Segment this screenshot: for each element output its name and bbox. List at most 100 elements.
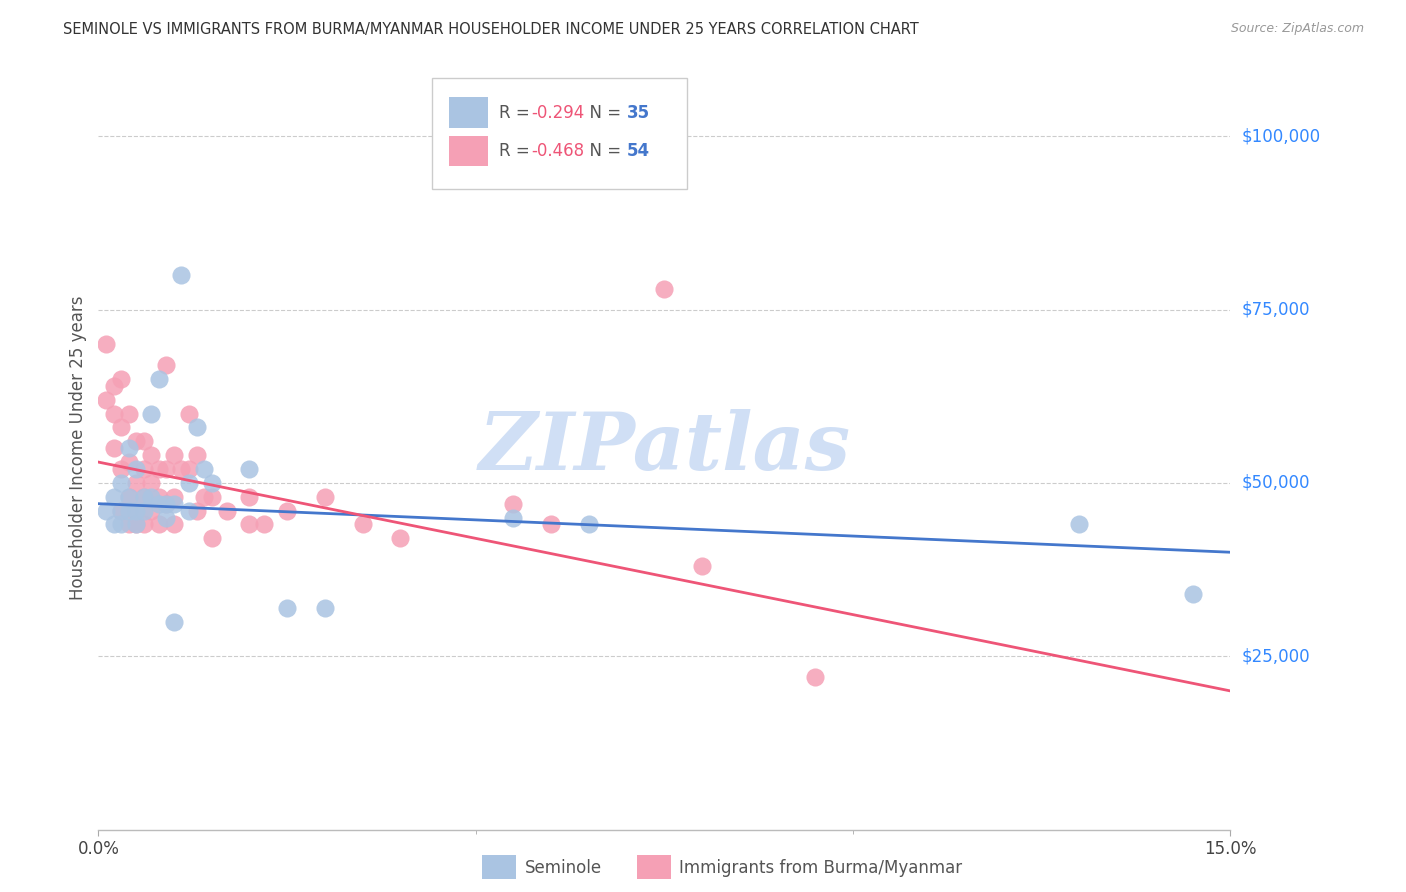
Point xyxy=(540,517,562,532)
Point xyxy=(148,490,170,504)
Point xyxy=(125,475,148,490)
Point xyxy=(132,490,155,504)
Text: 54: 54 xyxy=(627,142,650,160)
Point xyxy=(314,490,336,504)
Point xyxy=(117,503,139,517)
Point xyxy=(117,455,139,469)
Point xyxy=(155,497,177,511)
Point xyxy=(238,517,260,532)
Point xyxy=(148,372,170,386)
Text: 35: 35 xyxy=(627,103,650,121)
Point xyxy=(110,462,132,476)
Text: $25,000: $25,000 xyxy=(1241,648,1310,665)
Point xyxy=(117,517,139,532)
Point xyxy=(1069,517,1091,532)
Point xyxy=(125,462,148,476)
Point xyxy=(132,462,155,476)
Point xyxy=(155,358,177,372)
Point xyxy=(132,434,155,449)
Point xyxy=(103,407,125,421)
Text: $75,000: $75,000 xyxy=(1241,301,1310,318)
Point xyxy=(117,441,139,455)
Point xyxy=(163,490,186,504)
FancyBboxPatch shape xyxy=(482,855,516,879)
Point xyxy=(186,420,208,434)
Text: R =: R = xyxy=(499,142,536,160)
Text: $50,000: $50,000 xyxy=(1241,474,1310,491)
Point xyxy=(117,490,139,504)
Point xyxy=(110,517,132,532)
Point xyxy=(110,420,132,434)
Point xyxy=(125,434,148,449)
Point xyxy=(155,497,177,511)
Point xyxy=(94,337,117,351)
Point xyxy=(110,372,132,386)
Point xyxy=(125,503,148,517)
Point xyxy=(352,517,374,532)
Point xyxy=(110,475,132,490)
Point xyxy=(94,392,117,407)
Point xyxy=(253,517,276,532)
Text: N =: N = xyxy=(579,103,627,121)
Point xyxy=(125,517,148,532)
Point xyxy=(177,503,200,517)
FancyBboxPatch shape xyxy=(450,136,488,166)
Point xyxy=(238,490,260,504)
Point xyxy=(103,517,125,532)
FancyBboxPatch shape xyxy=(450,97,488,128)
Point xyxy=(238,462,260,476)
Point xyxy=(177,407,200,421)
Point xyxy=(141,448,163,462)
Point xyxy=(141,475,163,490)
Point xyxy=(103,490,125,504)
Point xyxy=(117,490,139,504)
Point xyxy=(186,448,208,462)
Point xyxy=(163,615,186,629)
Point xyxy=(155,510,177,524)
Point xyxy=(502,497,524,511)
Text: -0.468: -0.468 xyxy=(531,142,583,160)
Point xyxy=(132,503,155,517)
Point xyxy=(276,600,298,615)
Point xyxy=(103,379,125,393)
Text: ZIPatlas: ZIPatlas xyxy=(478,409,851,487)
Point xyxy=(201,532,224,546)
Point xyxy=(148,517,170,532)
Point xyxy=(148,497,170,511)
Point xyxy=(177,475,200,490)
Point xyxy=(578,517,600,532)
Point xyxy=(163,448,186,462)
Text: N =: N = xyxy=(579,142,627,160)
Text: $100,000: $100,000 xyxy=(1241,128,1320,145)
Point xyxy=(110,503,132,517)
Text: R =: R = xyxy=(499,103,536,121)
Point xyxy=(177,462,200,476)
Point xyxy=(170,462,193,476)
Point xyxy=(141,490,163,504)
Point xyxy=(652,282,676,296)
Text: Immigrants from Burma/Myanmar: Immigrants from Burma/Myanmar xyxy=(679,859,962,877)
Point xyxy=(193,462,215,476)
Point xyxy=(125,517,148,532)
Point xyxy=(215,503,238,517)
Point xyxy=(186,503,208,517)
Point xyxy=(132,517,155,532)
Point xyxy=(103,441,125,455)
Point xyxy=(132,490,155,504)
Point xyxy=(1181,587,1204,601)
Point xyxy=(163,497,186,511)
Point xyxy=(389,532,412,546)
Text: SEMINOLE VS IMMIGRANTS FROM BURMA/MYANMAR HOUSEHOLDER INCOME UNDER 25 YEARS CORR: SEMINOLE VS IMMIGRANTS FROM BURMA/MYANMA… xyxy=(63,22,920,37)
Text: Seminole: Seminole xyxy=(524,859,602,877)
Point xyxy=(276,503,298,517)
Point xyxy=(201,475,224,490)
Point xyxy=(201,490,224,504)
Point xyxy=(163,517,186,532)
Point xyxy=(314,600,336,615)
Y-axis label: Householder Income Under 25 years: Householder Income Under 25 years xyxy=(69,296,87,600)
Text: Source: ZipAtlas.com: Source: ZipAtlas.com xyxy=(1230,22,1364,36)
Point xyxy=(125,503,148,517)
Point xyxy=(141,503,163,517)
Point xyxy=(170,268,193,282)
Point xyxy=(141,407,163,421)
